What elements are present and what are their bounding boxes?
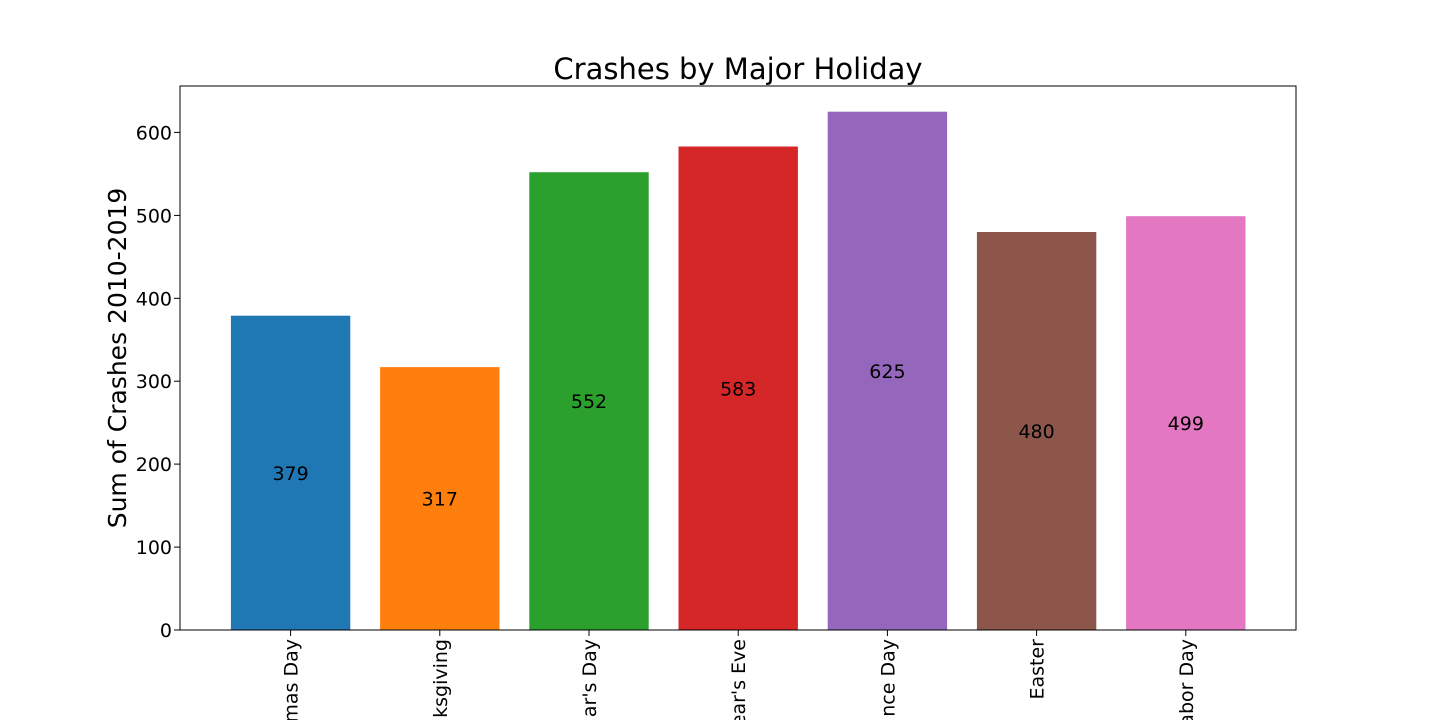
bar-value-label-2: 317 — [422, 489, 458, 511]
bar-value-label-1: 379 — [272, 463, 308, 485]
chart-title: Crashes by Major Holiday — [553, 52, 922, 86]
y-tick-label-600: 600 — [136, 122, 172, 144]
y-tick-label-200: 200 — [136, 454, 172, 476]
x-tick-label-4: ear's Eve — [728, 639, 750, 720]
bar-value-label-3: 552 — [571, 391, 607, 413]
x-tick-label-2: ksgiving — [430, 639, 452, 718]
y-tick-label-500: 500 — [136, 205, 172, 227]
bar-value-label-5: 625 — [869, 361, 905, 383]
x-tick-label-5: nce Day — [877, 639, 899, 717]
y-axis: 0 100 200 300 400 500 600 — [136, 122, 180, 642]
x-tick-label-1: mas Day — [281, 639, 303, 720]
y-tick-label-300: 300 — [136, 371, 172, 393]
bar-value-label-6: 480 — [1018, 421, 1054, 443]
x-tick-label-7: abor Day — [1176, 639, 1198, 720]
bar-value-label-7: 499 — [1168, 413, 1204, 435]
bar-labels-group: 379 317 552 583 625 480 499 — [272, 361, 1203, 511]
bar-5 — [827, 111, 948, 630]
bar-value-label-4: 583 — [720, 378, 756, 400]
bars-group — [230, 111, 1246, 630]
x-tick-label-6: Easter — [1027, 639, 1049, 700]
bar-7 — [1126, 216, 1246, 630]
bar-4 — [678, 146, 798, 630]
bar-2 — [380, 367, 500, 630]
bar-1 — [230, 315, 351, 630]
x-axis: mas Day ksgiving ar's Day ear's Eve nce Day E… — [281, 630, 1198, 725]
y-tick-label-100: 100 — [136, 537, 172, 559]
y-axis-label: Sum of Crashes 2010-2019 — [103, 188, 132, 529]
bar-3 — [529, 172, 649, 630]
bar-6 — [976, 232, 1097, 630]
y-tick-label-0: 0 — [160, 620, 172, 642]
y-tick-label-400: 400 — [136, 288, 172, 310]
x-tick-label-3: ar's Day — [579, 639, 601, 717]
